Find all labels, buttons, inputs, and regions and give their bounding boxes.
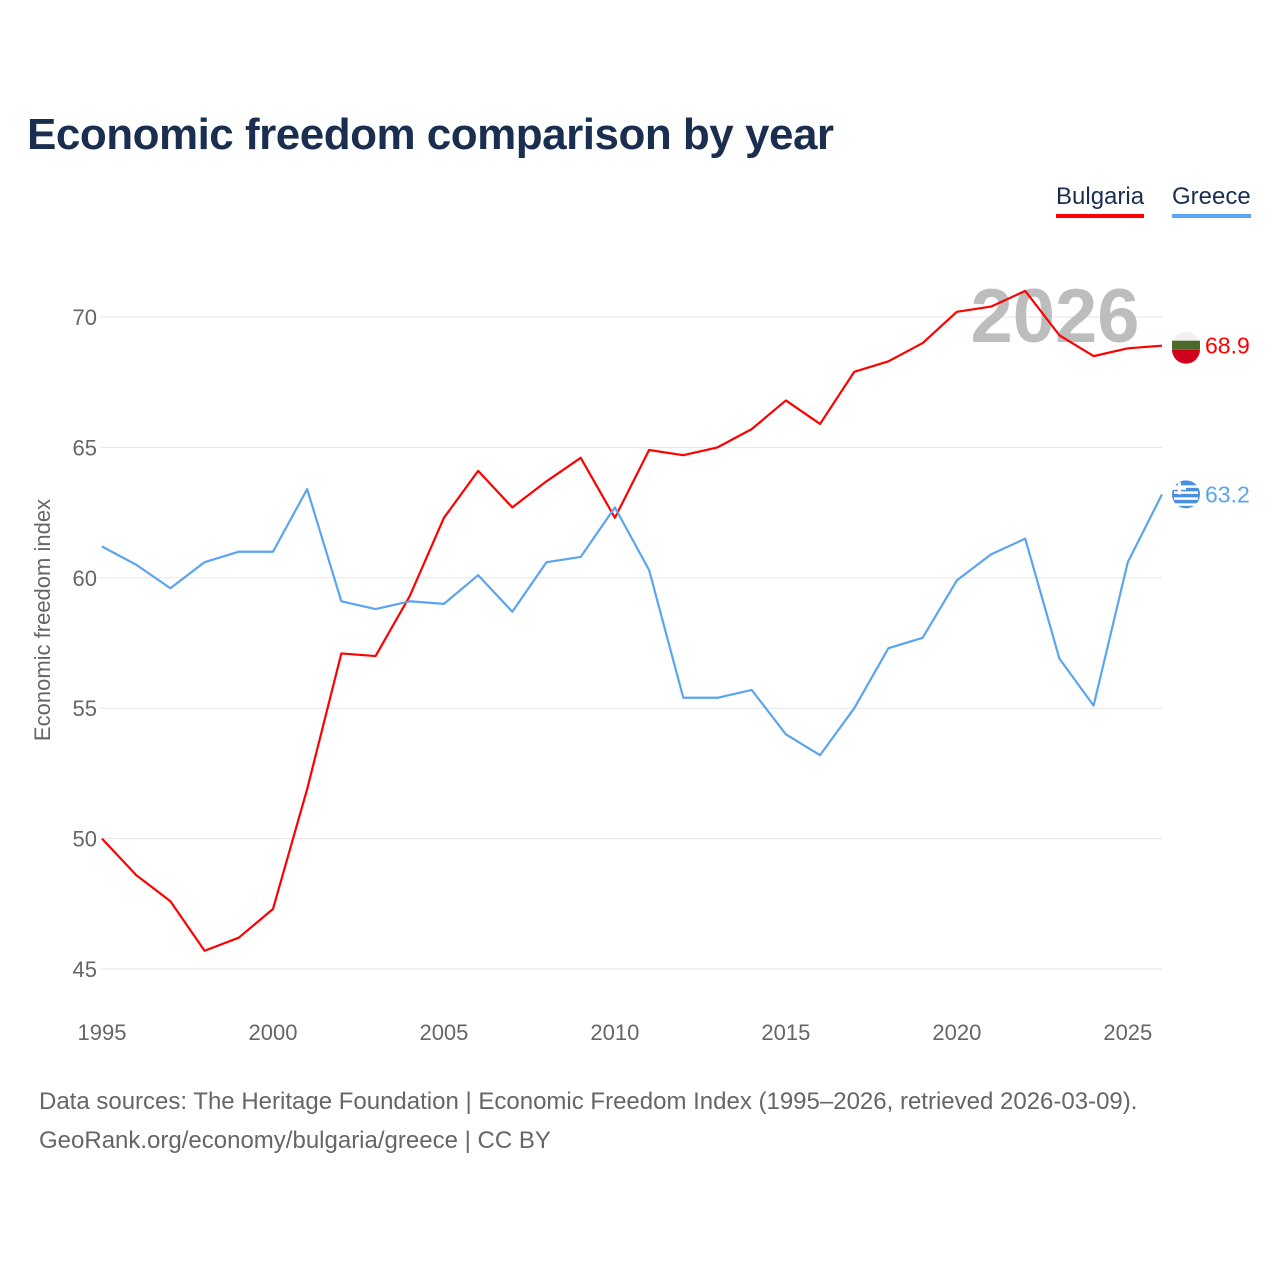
x-tick-label: 2000	[248, 1020, 297, 1045]
x-tick-label: 2005	[419, 1020, 468, 1045]
x-tick-label: 2020	[932, 1020, 981, 1045]
flag-cross	[1173, 486, 1186, 490]
flag-stripe	[1174, 485, 1198, 488]
legend-greece[interactable]: Greece	[1172, 183, 1251, 218]
flag-stripe	[1172, 349, 1200, 364]
end-value-label: 63.2	[1205, 481, 1250, 507]
footer-credit: GeoRank.org/economy/bulgaria/greece | CC…	[39, 1127, 551, 1154]
footer-sources: Data sources: The Heritage Foundation | …	[39, 1088, 1138, 1115]
flag-stripe	[1172, 340, 1200, 350]
y-tick-label: 65	[73, 435, 97, 460]
flag-stripe	[1174, 503, 1198, 506]
y-tick-label: 60	[73, 566, 97, 591]
chart-title: Economic freedom comparison by year	[27, 110, 834, 159]
legend-bulgaria[interactable]: Bulgaria	[1056, 183, 1145, 218]
x-tick-label: 2025	[1103, 1020, 1152, 1045]
y-tick-label: 70	[73, 305, 97, 330]
series-line-greece	[101, 488, 1163, 757]
x-tick-label: 1995	[78, 1020, 127, 1045]
x-tick-label: 2015	[761, 1020, 810, 1045]
flag-stripe	[1174, 497, 1198, 500]
series-line-bulgaria	[101, 289, 1163, 952]
x-tick-label: 2010	[590, 1020, 639, 1045]
y-tick-label: 55	[73, 696, 97, 721]
y-tick-label: 45	[73, 957, 97, 982]
y-axis-label: Economic freedom index	[30, 499, 55, 741]
flag-stripe	[1174, 491, 1198, 494]
y-tick-label: 50	[73, 827, 97, 852]
year-label: 2026	[970, 274, 1139, 359]
end-value-label: 68.9	[1205, 333, 1250, 359]
